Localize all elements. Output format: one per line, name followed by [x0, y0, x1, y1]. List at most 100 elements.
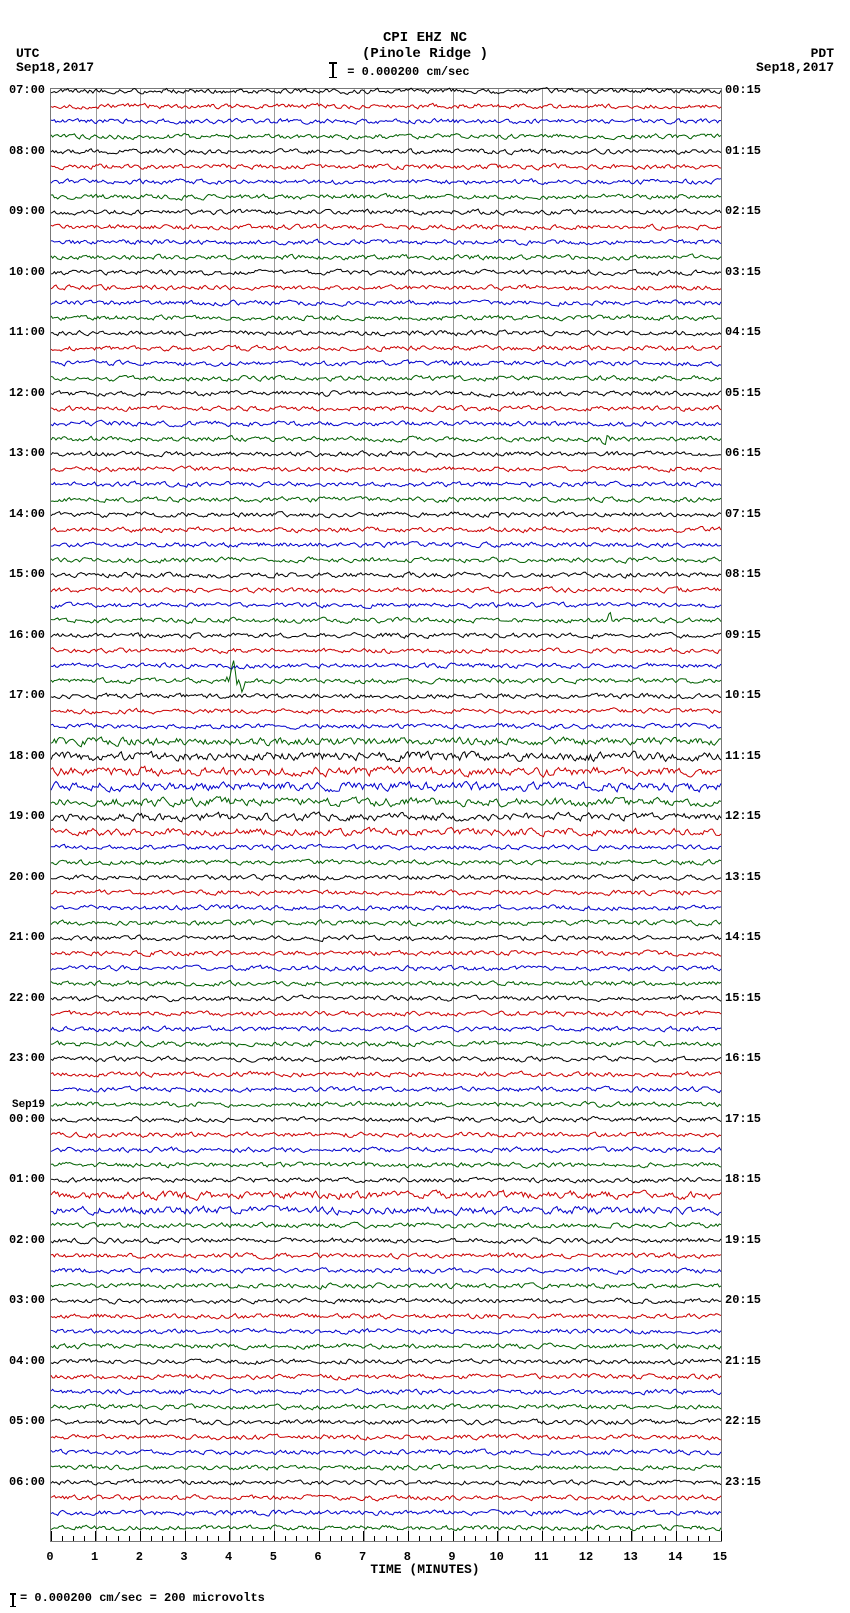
seismic-trace	[51, 89, 721, 1541]
seismic-trace	[51, 89, 721, 1541]
x-tick-minor	[173, 1536, 174, 1541]
x-tick-minor	[307, 1536, 308, 1541]
x-tick-label: 13	[623, 1550, 637, 1564]
seismic-trace	[51, 89, 721, 1541]
seismic-trace	[51, 89, 721, 1541]
x-tick-minor	[620, 1536, 621, 1541]
seismic-trace	[51, 89, 721, 1541]
seismic-trace	[51, 89, 721, 1541]
seismic-trace	[51, 89, 721, 1541]
x-tick-minor	[665, 1536, 666, 1541]
seismic-trace	[51, 89, 721, 1541]
right-hour-label: 18:15	[725, 1172, 761, 1186]
seismic-trace	[51, 89, 721, 1541]
x-tick-minor	[430, 1536, 431, 1541]
seismic-trace	[51, 89, 721, 1541]
right-hour-label: 07:15	[725, 507, 761, 521]
x-tick-label: 11	[534, 1550, 548, 1564]
seismic-trace	[51, 89, 721, 1541]
station-name: (Pinole Ridge )	[362, 46, 488, 62]
seismic-trace	[51, 89, 721, 1541]
seismic-trace	[51, 89, 721, 1541]
left-hour-label: 03:00	[9, 1293, 45, 1307]
x-tick-minor	[106, 1536, 107, 1541]
x-tick-major	[408, 1531, 409, 1541]
seismic-trace	[51, 89, 721, 1541]
seismic-trace	[51, 89, 721, 1541]
x-tick-minor	[419, 1536, 420, 1541]
right-hour-label: 00:15	[725, 83, 761, 97]
gridline	[274, 89, 275, 1541]
right-hour-label: 12:15	[725, 809, 761, 823]
seismic-trace	[51, 89, 721, 1541]
x-tick-label: 10	[489, 1550, 503, 1564]
seismic-trace	[51, 89, 721, 1541]
x-tick-minor	[341, 1536, 342, 1541]
left-hour-label: 00:00	[9, 1112, 45, 1126]
seismic-trace	[51, 89, 721, 1541]
seismic-trace	[51, 89, 721, 1541]
seismic-trace	[51, 89, 721, 1541]
right-hour-label: 05:15	[725, 386, 761, 400]
seismic-trace	[51, 89, 721, 1541]
x-tick-label: 3	[180, 1550, 187, 1564]
right-hour-label: 16:15	[725, 1051, 761, 1065]
gridline	[230, 89, 231, 1541]
seismic-trace	[51, 89, 721, 1541]
seismic-trace	[51, 89, 721, 1541]
seismic-trace	[51, 89, 721, 1541]
seismic-trace	[51, 89, 721, 1541]
left-hour-label: 23:00	[9, 1051, 45, 1065]
x-tick-minor	[698, 1536, 699, 1541]
seismic-trace	[51, 89, 721, 1541]
x-tick-minor	[73, 1536, 74, 1541]
right-hour-label: 08:15	[725, 567, 761, 581]
left-hour-label: 07:00	[9, 83, 45, 97]
seismic-trace	[51, 89, 721, 1541]
left-date: Sep18,2017	[16, 60, 94, 75]
x-tick-minor	[520, 1536, 521, 1541]
seismic-trace	[51, 89, 721, 1541]
x-tick-major	[274, 1531, 275, 1541]
seismic-trace	[51, 89, 721, 1541]
right-hour-label: 19:15	[725, 1233, 761, 1247]
left-day-label: Sep19	[12, 1099, 45, 1111]
seismic-trace	[51, 89, 721, 1541]
gridline	[140, 89, 141, 1541]
left-hour-label: 11:00	[9, 325, 45, 339]
x-tick-minor	[151, 1536, 152, 1541]
left-hour-label: 05:00	[9, 1414, 45, 1428]
x-tick-minor	[84, 1536, 85, 1541]
left-hour-label: 15:00	[9, 567, 45, 581]
left-timezone: UTC	[16, 46, 39, 61]
gridline	[542, 89, 543, 1541]
seismic-trace	[51, 89, 721, 1541]
x-tick-minor	[374, 1536, 375, 1541]
right-hour-label: 17:15	[725, 1112, 761, 1126]
seismic-trace	[51, 89, 721, 1541]
seismic-trace	[51, 89, 721, 1541]
seismic-trace	[51, 89, 721, 1541]
gridline	[96, 89, 97, 1541]
right-hour-label: 01:15	[725, 144, 761, 158]
left-hour-label: 13:00	[9, 446, 45, 460]
x-tick-minor	[441, 1536, 442, 1541]
station-id: CPI EHZ NC	[383, 30, 467, 46]
right-hour-label: 22:15	[725, 1414, 761, 1428]
seismic-trace	[51, 89, 721, 1541]
left-hour-label: 19:00	[9, 809, 45, 823]
seismic-trace	[51, 89, 721, 1541]
x-tick-label: 0	[46, 1550, 53, 1564]
seismic-trace	[51, 89, 721, 1541]
right-hour-label: 21:15	[725, 1354, 761, 1368]
seismic-trace	[51, 89, 721, 1541]
left-hour-label: 06:00	[9, 1475, 45, 1489]
seismic-trace	[51, 89, 721, 1541]
seismic-trace	[51, 89, 721, 1541]
x-tick-minor	[553, 1536, 554, 1541]
x-tick-major	[185, 1531, 186, 1541]
x-tick-minor	[642, 1536, 643, 1541]
scale-bar-icon	[332, 62, 334, 78]
seismic-trace	[51, 89, 721, 1541]
left-hour-label: 01:00	[9, 1172, 45, 1186]
